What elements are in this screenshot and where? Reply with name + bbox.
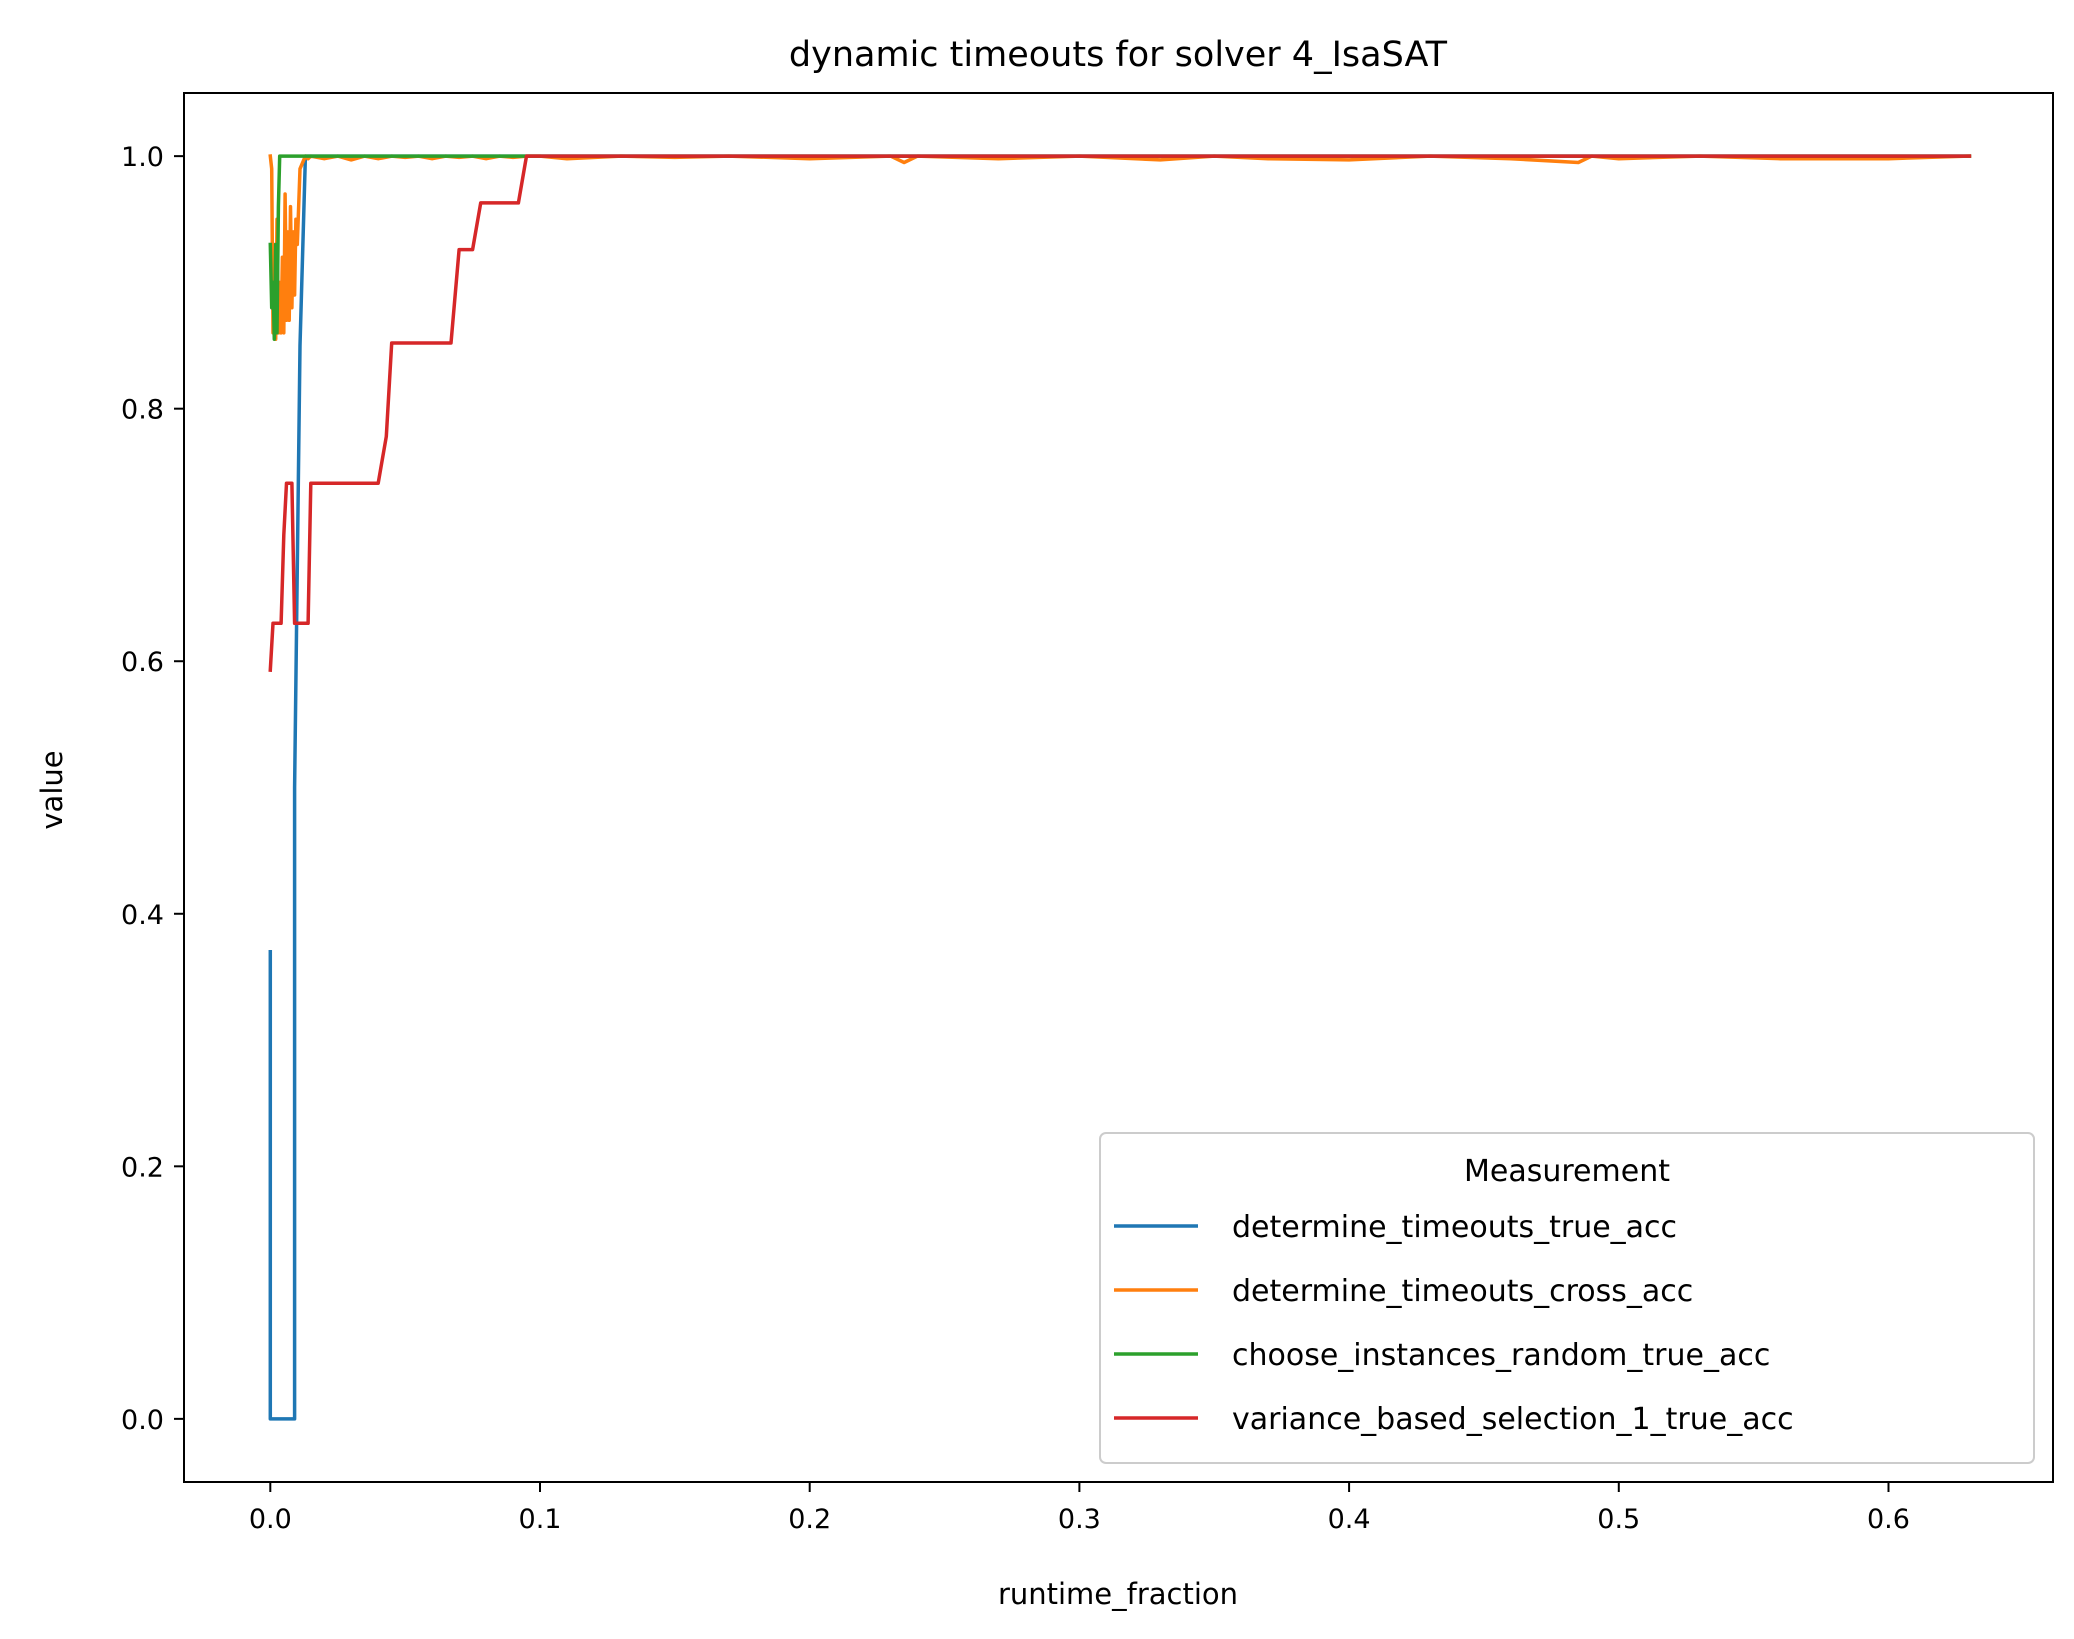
series-line-4 (268, 154, 1972, 672)
plot-area (268, 154, 1972, 1421)
legend-label: variance_based_selection_1_true_acc (1232, 1402, 1794, 1437)
y-axis-label: value (35, 750, 69, 829)
y-tick-label: 0.0 (121, 1405, 164, 1436)
x-tick-label: 0.5 (1597, 1504, 1640, 1535)
x-tick-label: 0.4 (1328, 1504, 1371, 1535)
y-tick-label: 1.0 (121, 142, 164, 173)
x-tick-label: 0.1 (519, 1504, 562, 1535)
x-axis-ticks: 0.0 0.1 0.2 0.3 0.4 0.5 0.6 (249, 1482, 1910, 1535)
legend-title: Measurement (1464, 1154, 1670, 1189)
x-tick-label: 0.2 (788, 1504, 831, 1535)
chart-title: dynamic timeouts for solver 4_IsaSAT (789, 35, 1448, 75)
legend-label: choose_instances_random_true_acc (1232, 1338, 1770, 1373)
y-tick-label: 0.4 (121, 900, 164, 931)
x-tick-label: 0.0 (249, 1504, 292, 1535)
axes-frame (183, 92, 2054, 1483)
legend-label: determine_timeouts_true_acc (1232, 1210, 1677, 1245)
legend-label: determine_timeouts_cross_acc (1232, 1274, 1693, 1309)
y-tick-label: 0.8 (121, 395, 164, 426)
y-tick-label: 0.6 (121, 647, 164, 678)
legend-box (1099, 1132, 2035, 1464)
x-tick-label: 0.6 (1867, 1504, 1910, 1535)
y-tick-label: 0.2 (121, 1152, 164, 1183)
legend: Measurement determine_timeouts_true_accd… (1099, 1132, 2035, 1464)
y-axis-ticks: 0.0 0.2 0.4 0.6 0.8 1.0 (121, 142, 184, 1436)
series-group (268, 154, 1972, 1421)
x-tick-label: 0.3 (1058, 1504, 1101, 1535)
series-line-3 (268, 154, 1972, 341)
x-axis-label: runtime_fraction (998, 1577, 1238, 1611)
legend-entries: determine_timeouts_true_acc determine_tim… (1114, 1210, 1794, 1437)
